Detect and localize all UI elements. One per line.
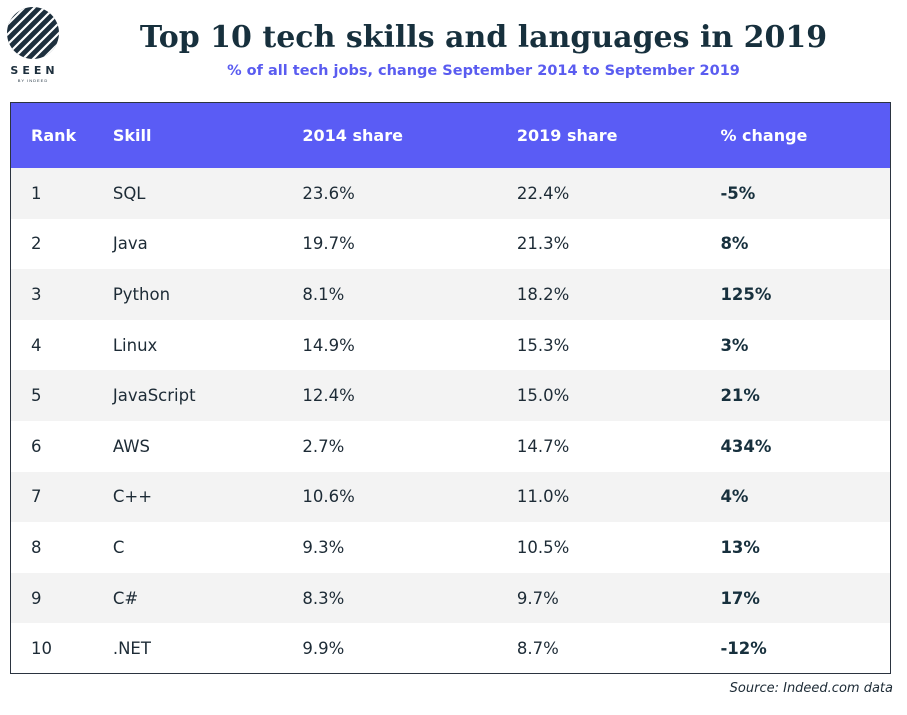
cell-2019-share: 21.3% (516, 234, 570, 254)
cell-rank: 9 (31, 588, 42, 608)
cell-rank: 8 (31, 537, 42, 557)
cell-change: 17% (720, 588, 760, 608)
cell-skill: Linux (112, 335, 158, 355)
cell-skill: Java (112, 234, 148, 254)
cell-skill: SQL (112, 183, 146, 203)
cell-2019-share: 9.7% (516, 588, 559, 608)
table-row: 3 Python 8.1% 18.2% 125% (11, 269, 890, 320)
cell-2019-share: 10.5% (516, 537, 570, 557)
column-header-2014-share: 2014 share (302, 126, 403, 145)
cell-skill: Python (112, 284, 171, 304)
cell-rank: 1 (31, 183, 42, 203)
cell-skill: C# (112, 588, 139, 608)
table-row: 6 AWS 2.7% 14.7% 434% (11, 420, 890, 472)
source-note: Source: Indeed.com data (729, 681, 893, 696)
chart-subtitle: % of all tech jobs, change September 201… (227, 63, 740, 79)
table-row: 4 Linux 14.9% 15.3% 3% (11, 319, 890, 371)
column-header-rank: Rank (31, 126, 77, 145)
cell-rank: 3 (31, 284, 42, 304)
table-row: 9 C# 8.3% 9.7% 17% (11, 572, 890, 624)
table-row: 10 .NET 9.9% 8.7% -12% (11, 623, 890, 673)
cell-change: 434% (720, 436, 772, 456)
cell-rank: 5 (31, 386, 42, 406)
cell-2019-share: 15.0% (516, 386, 570, 406)
cell-2014-share: 9.9% (302, 639, 345, 659)
cell-change: -5% (720, 183, 756, 203)
cell-rank: 4 (31, 335, 42, 355)
cell-change: 21% (720, 386, 760, 406)
cell-2019-share: 11.0% (516, 487, 570, 507)
cell-skill: AWS (112, 436, 151, 456)
cell-change: -12% (720, 639, 767, 659)
cell-rank: 6 (31, 436, 42, 456)
cell-rank: 10 (31, 639, 52, 659)
cell-2019-share: 15.3% (516, 335, 570, 355)
cell-2014-share: 12.4% (302, 386, 355, 406)
cell-skill: JavaScript (112, 386, 196, 406)
cell-skill: .NET (112, 639, 151, 659)
table-row: 1 SQL 23.6% 22.4% -5% (11, 168, 890, 219)
chart-title: Top 10 tech skills and languages in 2019 (139, 20, 828, 55)
cell-2014-share: 10.6% (302, 487, 355, 507)
table-row: 5 JavaScript 12.4% 15.0% 21% (11, 370, 890, 421)
cell-skill: C++ (112, 487, 153, 507)
cell-2014-share: 19.7% (302, 234, 355, 254)
cell-2014-share: 2.7% (302, 436, 345, 456)
column-header-change: % change (720, 126, 808, 145)
cell-2014-share: 8.1% (302, 284, 345, 304)
cell-change: 3% (720, 335, 749, 355)
cell-skill: C (112, 537, 125, 557)
cell-2014-share: 9.3% (302, 537, 345, 557)
cell-2019-share: 8.7% (516, 639, 559, 659)
cell-2019-share: 14.7% (516, 436, 570, 456)
logo-globe-icon (7, 7, 59, 59)
seen-logo: SEEN BY INDEED (6, 6, 60, 83)
cell-change: 13% (720, 537, 760, 557)
cell-2014-share: 8.3% (302, 588, 345, 608)
skills-table: Rank Skill 2014 share 2019 share % chang… (10, 102, 891, 674)
logo-subtext: BY INDEED (17, 78, 49, 83)
cell-2019-share: 22.4% (516, 183, 570, 203)
table-row: 2 Java 19.7% 21.3% 8% (11, 218, 890, 270)
table-row: 8 C 9.3% 10.5% 13% (11, 522, 890, 573)
cell-rank: 7 (31, 487, 42, 507)
cell-2019-share: 18.2% (516, 284, 570, 304)
cell-2014-share: 14.9% (302, 335, 355, 355)
cell-change: 125% (720, 284, 772, 304)
cell-change: 4% (720, 487, 749, 507)
table-header-row: Rank Skill 2014 share 2019 share % chang… (11, 103, 890, 168)
column-header-2019-share: 2019 share (516, 126, 618, 145)
cell-2014-share: 23.6% (302, 183, 355, 203)
table-row: 7 C++ 10.6% 11.0% 4% (11, 471, 890, 523)
column-header-skill: Skill (112, 126, 152, 145)
cell-change: 8% (720, 234, 749, 254)
table-body: 1 SQL 23.6% 22.4% -5% 2 Java 19.7% 21.3% 8% 3 Pytho… (11, 168, 890, 673)
cell-rank: 2 (31, 234, 42, 254)
logo-wordmark: SEEN (10, 64, 59, 77)
